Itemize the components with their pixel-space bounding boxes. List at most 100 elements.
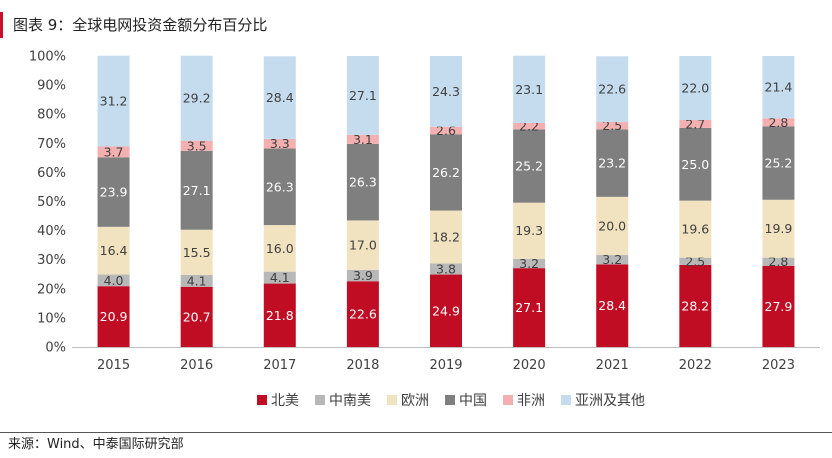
bar-segment: [346, 143, 379, 221]
legend-swatch: [315, 395, 325, 405]
bar-segment: [762, 257, 795, 266]
data-label: 19.9: [765, 221, 793, 236]
bar-segment: [430, 263, 462, 275]
data-label: 3.2: [602, 252, 622, 267]
bar-segment: [430, 126, 462, 135]
bar-segment: [346, 134, 379, 144]
data-label: 2.8: [768, 115, 788, 130]
bar-segment: [97, 55, 130, 147]
x-tick-label: 2022: [679, 358, 712, 373]
bar-segment: [180, 140, 213, 151]
bar-segment: [513, 258, 546, 269]
data-label: 21.8: [266, 308, 294, 323]
data-label: 26.2: [432, 165, 460, 180]
data-label: 20.0: [598, 218, 626, 233]
bar-segment: [513, 129, 546, 203]
data-label: 28.4: [598, 298, 626, 313]
bar-segment: [263, 138, 296, 149]
bar-segment: [263, 56, 296, 139]
data-label: 27.1: [349, 88, 377, 103]
bar-segment: [97, 146, 130, 158]
data-label: 24.3: [432, 84, 460, 99]
bar-segment: [430, 274, 462, 347]
x-tick-label: 2015: [97, 358, 130, 373]
bar-segment: [596, 255, 629, 265]
data-label: 2.7: [685, 116, 705, 131]
bar-segment: [596, 196, 629, 256]
data-label: 3.5: [187, 138, 207, 153]
data-label: 3.1: [353, 132, 373, 147]
data-label: 3.8: [436, 262, 456, 277]
bar-segment: [180, 150, 213, 230]
data-label: 4.1: [187, 273, 207, 288]
bar-segment: [346, 269, 379, 282]
data-label: 4.1: [270, 270, 290, 285]
data-label: 2.8: [768, 254, 788, 269]
bar-segment: [346, 220, 379, 270]
x-tick-label: 2016: [180, 358, 213, 373]
data-label: 3.9: [353, 268, 373, 283]
bar-segment: [679, 264, 712, 347]
data-label: 3.3: [270, 136, 290, 151]
bar-segment: [762, 199, 795, 258]
data-label: 29.2: [183, 91, 211, 106]
data-label: 27.1: [183, 183, 211, 198]
bar-segment: [679, 257, 712, 265]
chart-title: 图表 9：全球电网投资金额分布百分比: [0, 12, 267, 38]
bar-segment: [180, 286, 213, 347]
data-label: 27.9: [765, 299, 793, 314]
data-label: 21.4: [765, 80, 793, 95]
data-label: 19.3: [515, 223, 543, 238]
bar-segment: [596, 56, 629, 123]
bar-segment: [346, 56, 379, 135]
bar-segment: [513, 122, 546, 130]
legend-label: 北美: [271, 393, 299, 409]
data-label: 26.3: [266, 179, 294, 194]
stacked-bar-chart: 0% 10% 20% 30% 40% 50% 60% 70% 80% 90% 100% 20.9 4.0…: [29, 50, 820, 409]
y-tick-label: 100%: [29, 50, 66, 65]
x-tick-label: 2018: [346, 358, 379, 373]
y-tick-label: 90%: [37, 79, 66, 94]
data-label: 2.6: [436, 123, 456, 138]
source-note: 来源：Wind、中泰国际研究部: [8, 437, 184, 452]
bar-segment: [762, 126, 795, 200]
bar-segment: [346, 281, 379, 347]
legend-swatch: [257, 395, 267, 405]
footer-divider: [0, 432, 832, 433]
bar-segment: [263, 148, 296, 226]
legend-swatch: [387, 395, 397, 405]
legend-label: 中南美: [329, 393, 371, 409]
bar-segment: [180, 55, 213, 141]
data-label: 24.9: [432, 303, 460, 318]
y-tick-label: 40%: [37, 224, 66, 239]
y-tick-label: 30%: [37, 253, 66, 268]
y-tick-label: 20%: [37, 282, 66, 297]
data-label: 3.7: [104, 144, 124, 159]
data-label: 20.9: [100, 309, 128, 324]
bar-segment: [263, 225, 296, 272]
bar-segment: [596, 129, 629, 197]
x-tick-label: 2023: [762, 358, 795, 373]
data-label: 16.0: [266, 241, 294, 256]
bar-segment: [97, 226, 130, 275]
bar-segment: [679, 127, 712, 201]
y-tick-label: 10%: [37, 311, 66, 326]
chart-area: 0% 10% 20% 30% 40% 50% 60% 70% 80% 90% 100% 20.9 4.0…: [0, 44, 832, 430]
bar-segment: [180, 274, 213, 287]
y-tick-label: 80%: [37, 108, 66, 123]
data-label: 17.0: [349, 238, 377, 253]
data-label: 16.4: [100, 243, 128, 258]
bar-segment: [679, 56, 712, 121]
legend-swatch: [503, 395, 513, 405]
bar-segment: [263, 283, 296, 347]
bar-segment: [430, 56, 462, 127]
data-label: 19.6: [681, 222, 709, 237]
data-label: 28.4: [266, 90, 294, 105]
bar-segment: [513, 55, 546, 123]
legend-swatch: [445, 395, 455, 405]
legend-label: 中国: [459, 393, 487, 409]
bar-segment: [513, 202, 546, 259]
bar-segment: [762, 265, 795, 347]
data-label: 25.0: [681, 157, 709, 172]
data-label: 15.5: [183, 245, 211, 260]
